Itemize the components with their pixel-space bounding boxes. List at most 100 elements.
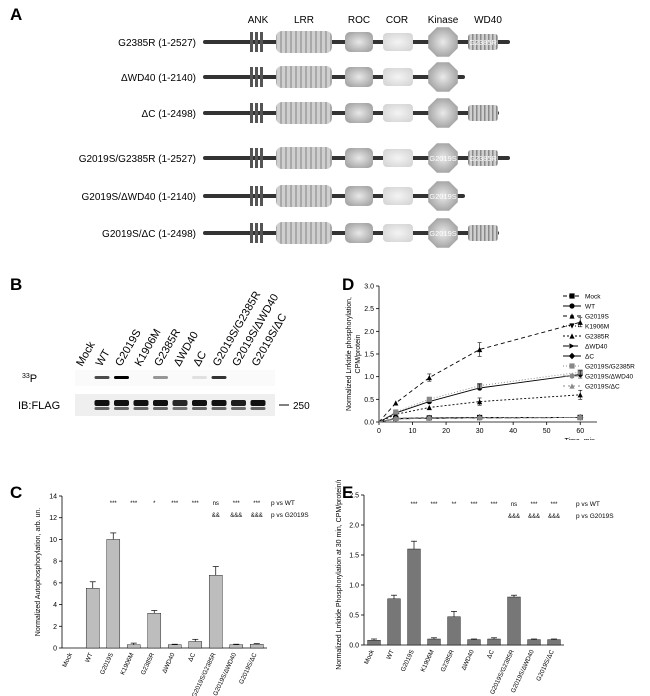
kinase-domain (428, 98, 458, 128)
y-tick-label: 0.5 (349, 613, 359, 620)
legend-p-vs-g2019s: p vs G2019S (271, 512, 309, 519)
blot-band-flag (192, 400, 207, 406)
wd40-mutation-label: G2385R (469, 38, 498, 47)
domain-headers: ANK LRR ROC COR Kinase WD40 (248, 15, 503, 26)
bar (229, 644, 244, 649)
y-tick-label: 1.0 (349, 583, 359, 590)
legend-label: G2019S (585, 314, 610, 321)
kinase-domain (428, 27, 458, 57)
blot-band-flag (153, 400, 168, 406)
kinase-domain (428, 218, 458, 248)
ank-repeat (250, 32, 253, 52)
legend-label: G2385R (585, 334, 610, 341)
x-tick-label: Mock (363, 648, 376, 665)
y-axis-label: Normalized Autophosphorylation, arb. un. (35, 508, 42, 636)
blot-band-33p (211, 376, 227, 379)
significance-wt: *** (253, 501, 261, 507)
y-tick-label: 1.0 (364, 374, 374, 381)
bar (527, 639, 541, 646)
y-tick-label: 10 (49, 537, 57, 544)
y-axis-label-line2: CPM/protein (355, 334, 362, 373)
bar (427, 638, 441, 646)
chart-e: 0.0 0.5 1.0 1.5 2.0 2.5 Normalized Lrrktide Ph… (336, 480, 614, 696)
blot-band-flag (133, 400, 149, 406)
domain-header-wd40: WD40 (474, 15, 502, 26)
significance-wt: ** (452, 502, 457, 508)
construct-label: G2019S/ΔC (1-2498) (102, 229, 196, 240)
significance-g2019s: &&& (528, 514, 540, 520)
bar (147, 613, 162, 649)
significance-g2019s: &&& (251, 513, 263, 519)
ank-repeat (255, 103, 258, 123)
data-point (393, 400, 399, 406)
data-point (569, 383, 575, 389)
wd40-domain (468, 225, 498, 241)
cor-domain (383, 149, 413, 167)
roc-domain (345, 67, 373, 87)
x-tick-label: G2019S (400, 649, 416, 673)
x-tick-label: ΔC (486, 648, 496, 659)
lrr-domain (276, 222, 332, 244)
x-tick-label: ΔWD40 (161, 651, 177, 674)
bar (507, 596, 521, 646)
ank-repeat (250, 103, 253, 123)
data-point (577, 414, 583, 421)
construct-row: G2019S/ΔWD40 (1-2140) G2019S (81, 181, 465, 211)
x-tick-label: G2019S (99, 652, 115, 676)
x-tick-label: 30 (476, 428, 484, 435)
data-point (569, 293, 575, 299)
significance-wt: *** (550, 502, 558, 508)
y-tick-label: 14 (49, 494, 57, 501)
blot-band-flag (114, 400, 129, 406)
x-tick-label: G2385R (140, 651, 156, 676)
y-tick-label: 2.0 (349, 523, 359, 530)
blot-marker-label: 250 (293, 401, 310, 412)
roc-domain (345, 148, 373, 168)
construct-row: G2019S/ΔC (1-2498) G2019S (102, 218, 499, 248)
lrr-domain (276, 147, 332, 169)
legend-label: WT (585, 304, 595, 311)
bar (208, 575, 223, 649)
significance-g2019s: && (212, 513, 220, 519)
data-point (568, 352, 576, 360)
data-point (426, 404, 432, 411)
panel-label-e: E (342, 483, 354, 502)
series (378, 369, 583, 423)
bar (106, 539, 121, 649)
y-tick-label: 4 (53, 602, 57, 609)
ank-repeat (260, 186, 263, 206)
ank-repeat (260, 223, 263, 243)
legend-label: ΔWD40 (585, 344, 608, 351)
blot-lane-label: ΔC (191, 349, 209, 368)
data-point (569, 333, 575, 339)
kinase-mutation-label: G2019S (429, 229, 457, 238)
blot-band-flag-lower (211, 407, 227, 410)
significance-wt: *** (171, 501, 179, 507)
blot-lane-label: Mock (74, 339, 98, 368)
bar (367, 639, 381, 646)
panel-label-b: B (10, 275, 23, 294)
ank-repeat (255, 148, 258, 168)
significance-wt: *** (530, 502, 538, 508)
series-line (378, 371, 581, 423)
x-tick-label: K1906M (119, 652, 135, 676)
y-tick-label: 8 (53, 559, 57, 566)
blot-band-flag (250, 400, 266, 406)
y-tick-label: 0.0 (349, 643, 359, 650)
ank-repeat (260, 103, 263, 123)
wd40-domain (468, 34, 498, 50)
cor-domain (383, 68, 413, 86)
legend-label: G2019S/ΔC (585, 384, 620, 391)
construct-row: G2385R (1-2527) G2385R (118, 27, 510, 57)
ank-repeat (255, 32, 258, 52)
construct-row: ΔWD40 (1-2140) (121, 62, 465, 92)
y-axis-label: Normalized Lrrktide Phosphorylation at 3… (336, 480, 343, 670)
bar (487, 638, 501, 646)
construct-label: ΔWD40 (1-2140) (121, 73, 196, 84)
x-tick-label: 0 (377, 428, 381, 435)
roc-domain (345, 223, 373, 243)
ank-repeat (260, 148, 263, 168)
panel-label-c: C (10, 483, 23, 502)
x-tick-label: 10 (409, 428, 417, 435)
